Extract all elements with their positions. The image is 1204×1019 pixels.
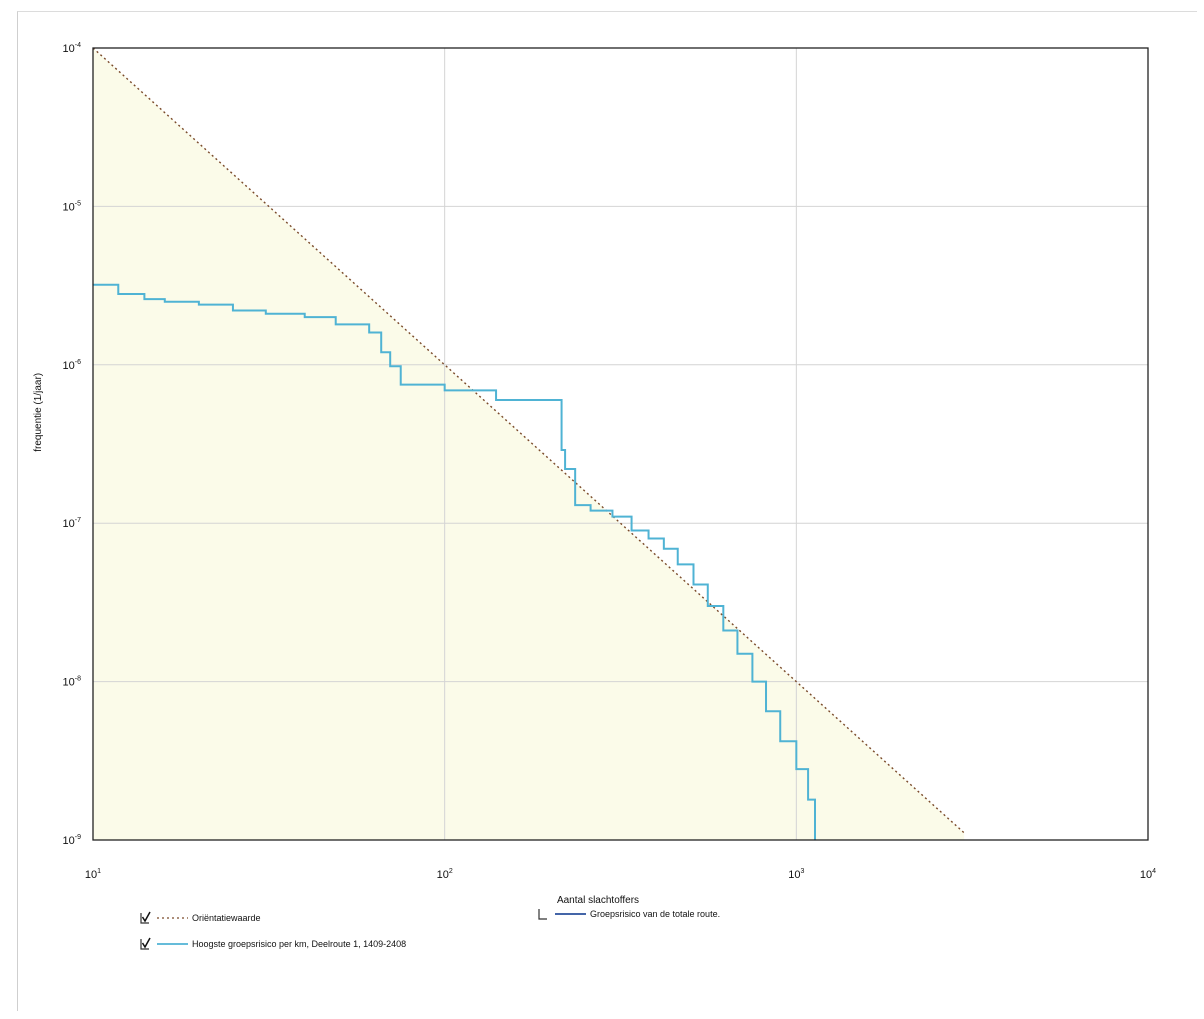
region-between-lines <box>93 48 965 840</box>
checkbox-frame <box>140 939 149 950</box>
legend-hoogste: Hoogste groepsrisico per km, Deelroute 1… <box>140 937 406 950</box>
hoogste-data-point <box>611 516 614 518</box>
hoogste-data-point <box>722 629 724 632</box>
checkmark-icon <box>141 911 151 923</box>
legend-label: Groepsrisico van de totale route. <box>590 909 720 919</box>
legend-orientation: Oriëntatiewaarde <box>140 911 261 924</box>
legend-checkbox[interactable] <box>140 937 151 950</box>
hoogste-data-point <box>630 529 633 532</box>
x-tick-exponent: 4 <box>1152 868 1156 875</box>
hoogste-data-point <box>117 293 119 295</box>
hoogste-data-point <box>807 798 809 801</box>
hoogste-data-point <box>736 653 739 655</box>
legend-checkbox[interactable] <box>538 909 547 920</box>
y-tick-exponent: -5 <box>75 200 81 207</box>
x-tick-label: 103 <box>788 868 804 881</box>
plot-area-border <box>92 47 1149 841</box>
hoogste-data-point <box>692 583 695 586</box>
y-tick-base: 10 <box>63 835 75 847</box>
hoogste-data-point <box>707 605 709 607</box>
legend-label: Hoogste groepsrisico per km, Deelroute 1… <box>192 939 406 949</box>
x-tick-labels: 101 102 103 104 <box>85 868 1156 881</box>
hoogste-data-point <box>677 563 679 565</box>
hoogste-data-point <box>389 365 391 367</box>
hoogste-data-point <box>164 301 166 303</box>
y-tick-exponent: -8 <box>75 676 81 683</box>
y-tick-exponent: -6 <box>75 359 81 366</box>
chart-frame: 10-4 10-5 10-6 10-7 10-8 10-9 101 102 103 104 fr… <box>17 11 1197 1011</box>
hoogste-data-point <box>589 510 592 512</box>
y-axis-label: frequentie (1/jaar) <box>33 373 44 452</box>
y-tick-exponent: -9 <box>75 834 81 841</box>
hoogste-data-point <box>400 383 402 386</box>
y-tick-exponent: -4 <box>75 42 81 49</box>
region-shading <box>93 48 965 840</box>
hoogste-data-point <box>335 323 337 325</box>
hoogste-data-point <box>380 351 382 353</box>
fn-chart: 10-410-510-610-710-810-9 101 102 103 104 fr… <box>33 42 1156 950</box>
x-tick-exponent: 2 <box>449 868 453 875</box>
hoogste-data-point <box>232 309 234 312</box>
y-tick-base: 10 <box>63 677 75 689</box>
legend-checkbox[interactable] <box>140 911 151 924</box>
hoogste-data-point <box>765 710 767 712</box>
hoogste-data-point <box>663 548 665 550</box>
y-tick-base: 10 <box>63 518 75 530</box>
orientation-line <box>92 47 965 834</box>
hoogste-data-point <box>265 313 267 315</box>
x-tick-label: 102 <box>437 868 453 881</box>
x-tick-base: 10 <box>1140 869 1152 881</box>
y-tick-label: 10-7 <box>63 517 82 530</box>
hoogste-data-point <box>560 449 563 451</box>
legend: Oriëntatiewaarde Hoogste groepsrisico per… <box>140 909 720 950</box>
y-tick-label: 10-6 <box>63 359 82 372</box>
y-tick-label: 10-8 <box>63 676 82 689</box>
x-tick-exponent: 1 <box>97 868 101 875</box>
x-tick-label: 104 <box>1140 868 1156 881</box>
x-tick-exponent: 3 <box>801 868 805 875</box>
x-tick-base: 10 <box>437 869 449 881</box>
hoogste-data-point <box>751 681 753 683</box>
hoogste-data-point <box>647 537 650 540</box>
series-lines <box>92 47 965 841</box>
hoogste-data-point <box>368 331 370 334</box>
hoogste-data-point <box>574 504 576 506</box>
x-tick-base: 10 <box>85 869 97 881</box>
hoogste-data-point <box>795 768 797 770</box>
y-tick-exponent: -7 <box>75 517 81 524</box>
checkbox-frame <box>140 913 149 924</box>
hoogste-data-point <box>444 389 446 391</box>
hoogste-groepsrisico-line <box>93 283 816 840</box>
hoogste-data-point <box>304 316 306 318</box>
checkbox-frame <box>538 909 547 920</box>
checkmark-icon <box>141 937 151 949</box>
legend-label: Oriëntatiewaarde <box>192 913 261 923</box>
y-tick-base: 10 <box>63 360 75 372</box>
x-axis-label: Aantal slachtoffers <box>557 895 639 906</box>
hoogste-data-point <box>495 399 497 401</box>
x-tick-base: 10 <box>788 869 800 881</box>
y-tick-label: 10-9 <box>63 834 82 847</box>
y-tick-labels: 10-410-510-610-710-810-9 <box>63 42 82 847</box>
y-tick-base: 10 <box>63 43 75 55</box>
hoogste-data-point <box>143 298 145 300</box>
x-tick-label: 101 <box>85 868 101 881</box>
legend-totaal: Groepsrisico van de totale route. <box>538 909 720 920</box>
hoogste-data-point <box>198 303 200 306</box>
hoogste-data-point <box>779 740 781 742</box>
hoogste-data-point <box>564 468 566 470</box>
y-tick-label: 10-4 <box>63 42 82 55</box>
y-tick-base: 10 <box>63 201 75 213</box>
y-tick-label: 10-5 <box>63 200 82 213</box>
